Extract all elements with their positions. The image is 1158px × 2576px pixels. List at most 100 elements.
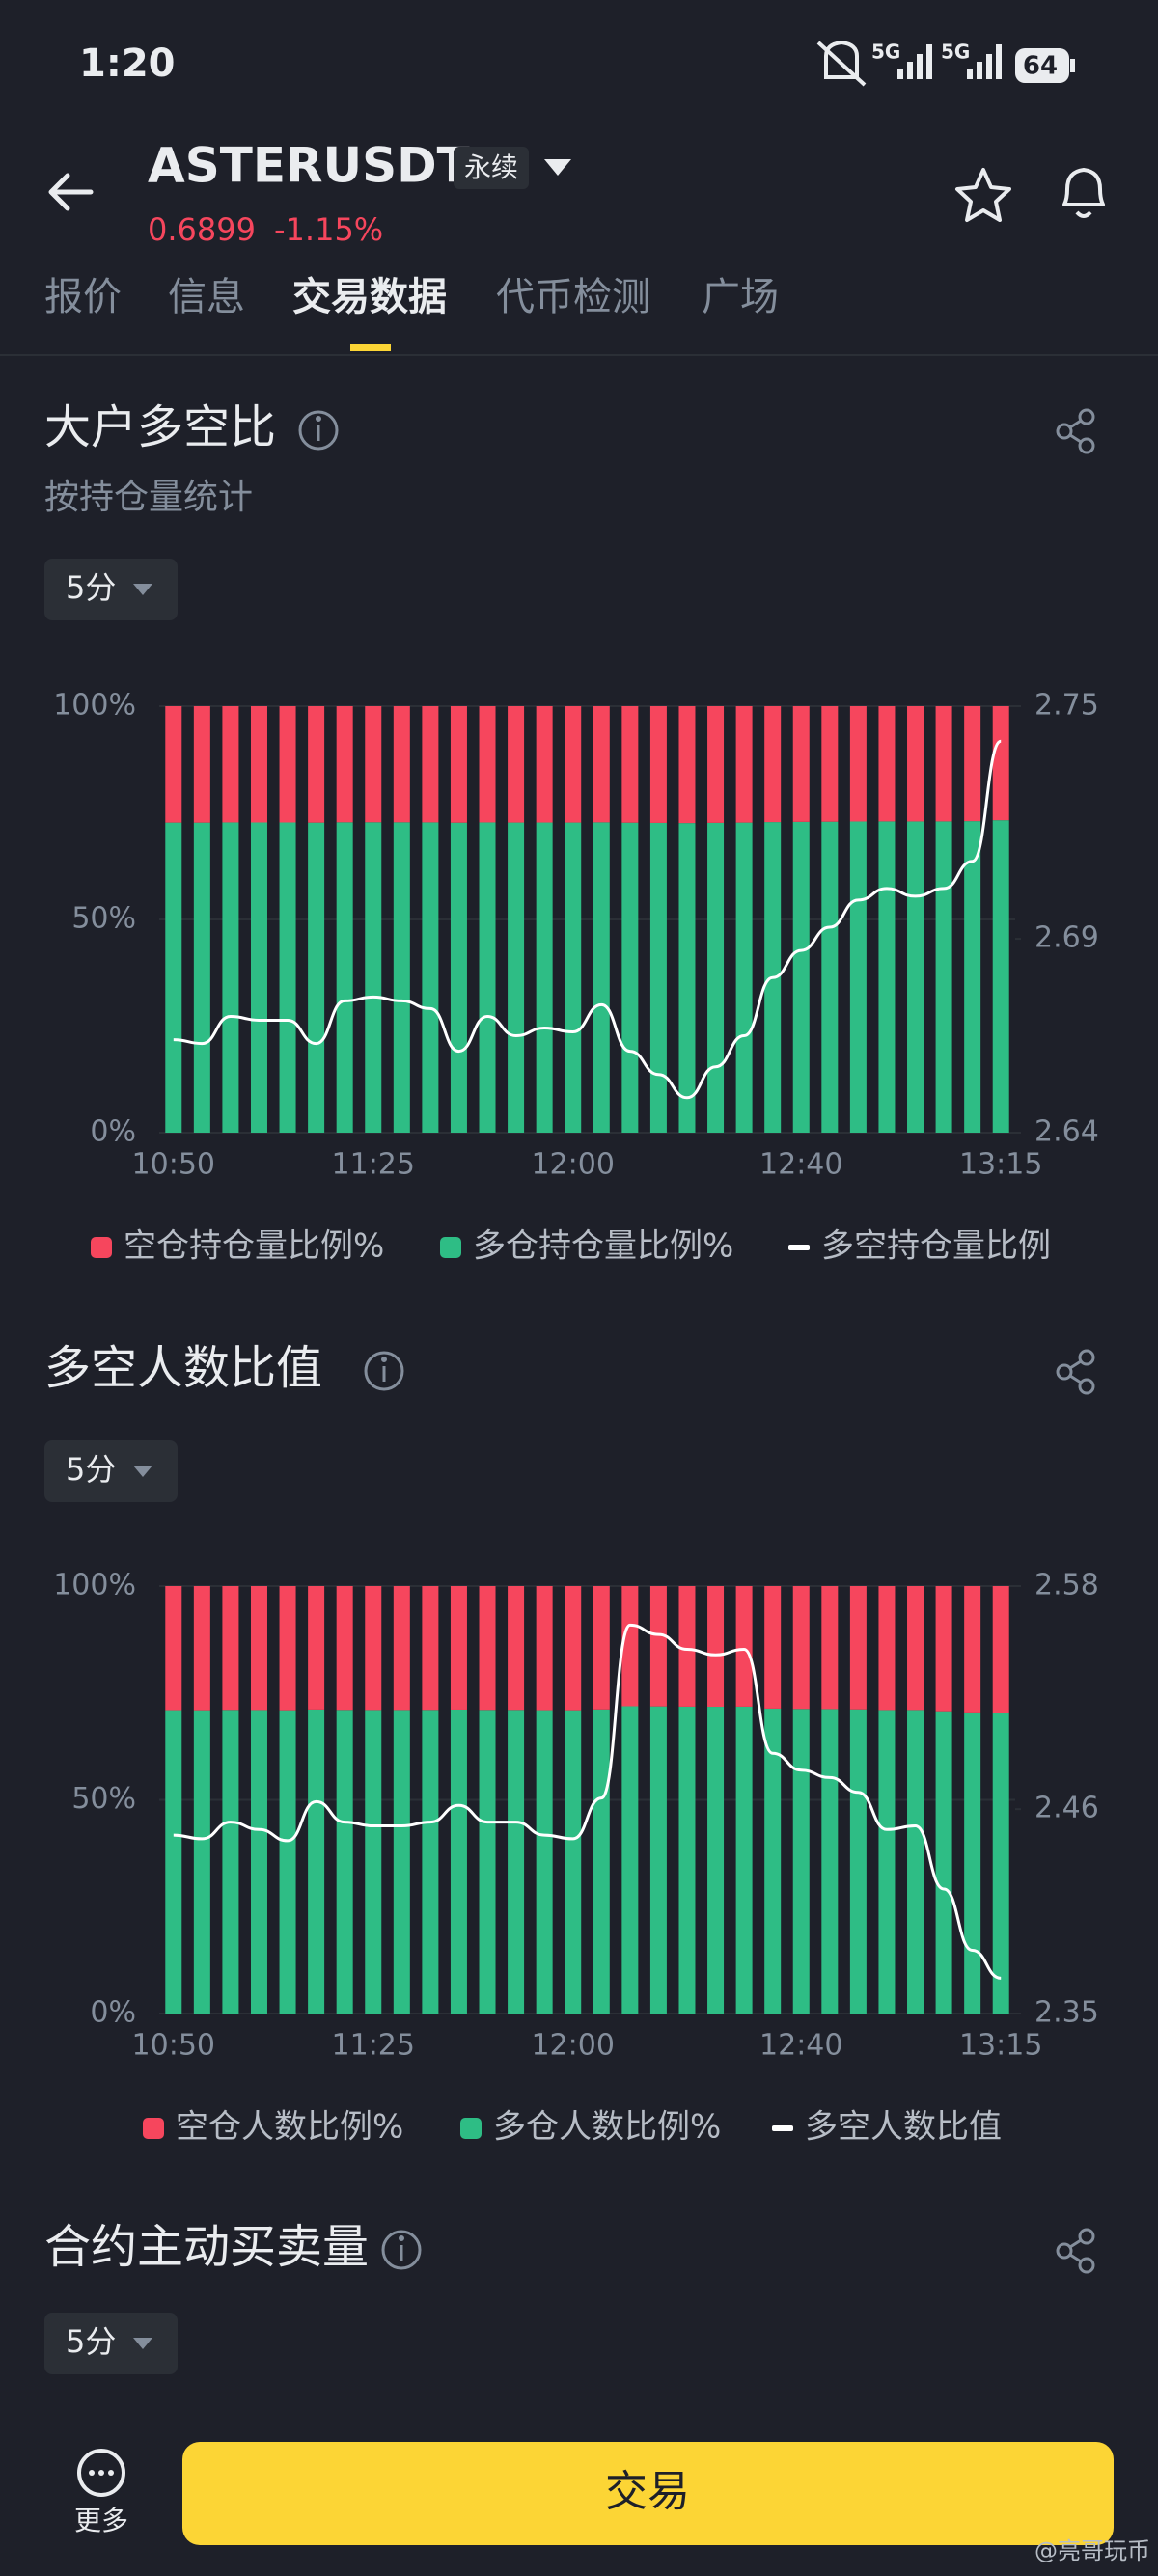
bar-segment <box>165 1586 182 1711</box>
bar-segment <box>193 706 210 823</box>
more-label[interactable]: 更多 <box>74 2505 128 2536</box>
interval-selector[interactable] <box>44 2313 178 2374</box>
bar-segment <box>479 1586 496 1711</box>
bar-segment <box>336 706 353 823</box>
bar-segment <box>964 1586 981 1713</box>
info-icon[interactable] <box>381 2230 422 2270</box>
bar-segment <box>907 1710 924 2014</box>
trade-button[interactable] <box>182 2442 1114 2545</box>
bar-segment <box>935 706 952 822</box>
bar-segment <box>450 1586 467 1710</box>
bar-segment <box>193 1586 210 1711</box>
signal-icon <box>897 44 932 79</box>
bar-segment <box>422 706 439 823</box>
legend-label[interactable]: 多仓人数比例% <box>493 2108 721 2147</box>
legend-marker <box>143 2118 164 2139</box>
interval-label[interactable]: 5分 <box>66 569 116 606</box>
bar-segment <box>365 1710 382 2014</box>
bar-segment <box>308 1709 325 2014</box>
watermark: @亮哥玩币 <box>1034 2537 1150 2564</box>
bar-segment <box>964 821 981 1133</box>
legend-label[interactable]: 多空持仓量比例 <box>821 1227 1051 1266</box>
bar-segment <box>508 822 525 1133</box>
bar-segment <box>222 1586 239 1711</box>
bar-segment <box>193 1710 210 2014</box>
x-tick-label: 11:25 <box>332 2029 415 2063</box>
bar-segment <box>649 706 667 823</box>
bar-segment <box>422 1586 439 1711</box>
bar-segment <box>393 706 410 823</box>
bar-segment <box>907 706 924 822</box>
tab[interactable]: 信息 <box>168 275 245 319</box>
y2-tick-label: 2.75 <box>1034 689 1099 723</box>
bar-segment <box>479 1710 496 2014</box>
info-icon[interactable] <box>298 410 339 451</box>
bar-segment <box>365 706 382 823</box>
bar-segment <box>649 1586 667 1707</box>
bar-segment <box>165 706 182 823</box>
bar-segment <box>308 1586 325 1710</box>
dropdown-arrow <box>133 584 152 595</box>
bar-segment <box>479 706 496 823</box>
bar-segment <box>649 1706 667 2014</box>
tab[interactable]: 交易数据 <box>292 275 447 319</box>
dropdown-arrow <box>133 2338 152 2349</box>
legend-label[interactable]: 空仓持仓量比例% <box>124 1227 384 1266</box>
tab[interactable]: 广场 <box>702 275 779 319</box>
bar-segment <box>393 822 410 1133</box>
tab[interactable]: 代币检测 <box>496 275 650 319</box>
share-button[interactable] <box>1056 408 1095 454</box>
bar-segment <box>907 821 924 1133</box>
interval-label[interactable]: 5分 <box>66 2323 116 2360</box>
bar-segment <box>907 1586 924 1711</box>
trade-label[interactable]: 交易 <box>605 2467 690 2516</box>
bar-segment <box>336 1586 353 1711</box>
favorite-button[interactable] <box>955 168 1011 222</box>
x-tick-label: 10:50 <box>132 1148 215 1182</box>
bar-segment <box>878 821 896 1133</box>
interval-selector[interactable] <box>44 1440 178 1502</box>
bar-segment <box>393 1586 410 1711</box>
battery-level: 64 <box>1023 52 1058 81</box>
network-label: 5G <box>941 41 970 64</box>
legend-label[interactable]: 空仓人数比例% <box>176 2108 403 2147</box>
symbol[interactable]: ASTERUSDT <box>148 138 470 194</box>
symbol-dropdown[interactable] <box>544 159 571 176</box>
bar-segment <box>279 1586 296 1711</box>
bar-segment <box>365 1586 382 1711</box>
bar-segment <box>878 1586 896 1711</box>
back-button[interactable] <box>48 173 94 211</box>
bar-segment <box>621 1706 639 2014</box>
bar-segment <box>165 1710 182 2014</box>
legend-label[interactable]: 多空人数比值 <box>805 2108 1002 2147</box>
bar-segment <box>649 822 667 1133</box>
bar-segment <box>764 1708 782 2014</box>
status-time: 1:20 <box>79 41 176 86</box>
bar-segment <box>935 1711 952 2014</box>
interval-label[interactable]: 5分 <box>66 1451 116 1488</box>
bar-segment <box>821 821 839 1133</box>
bar-segment <box>536 706 553 823</box>
x-tick-label: 12:40 <box>759 2029 842 2063</box>
more-button[interactable] <box>77 2449 125 2497</box>
bar-segment <box>508 1710 525 2014</box>
bar-segment <box>678 1586 696 1707</box>
battery-tip <box>1070 59 1075 72</box>
bar-segment <box>508 1586 525 1711</box>
bar-segment <box>365 822 382 1133</box>
x-tick-label: 10:50 <box>132 2029 215 2063</box>
legend-label[interactable]: 多仓持仓量比例% <box>473 1227 733 1266</box>
bar-segment <box>621 706 639 823</box>
info-icon[interactable] <box>364 1351 404 1391</box>
share-button[interactable] <box>1056 1349 1095 1395</box>
signal-icon <box>967 44 1002 79</box>
alert-button[interactable] <box>1062 168 1105 218</box>
bar-segment <box>878 706 896 822</box>
interval-selector[interactable] <box>44 559 178 620</box>
price: 0.6899 <box>148 211 256 248</box>
share-button[interactable] <box>1056 2228 1095 2274</box>
bar-segment <box>707 822 725 1133</box>
bar-segment <box>707 1707 725 2014</box>
tab[interactable]: 报价 <box>44 275 122 319</box>
